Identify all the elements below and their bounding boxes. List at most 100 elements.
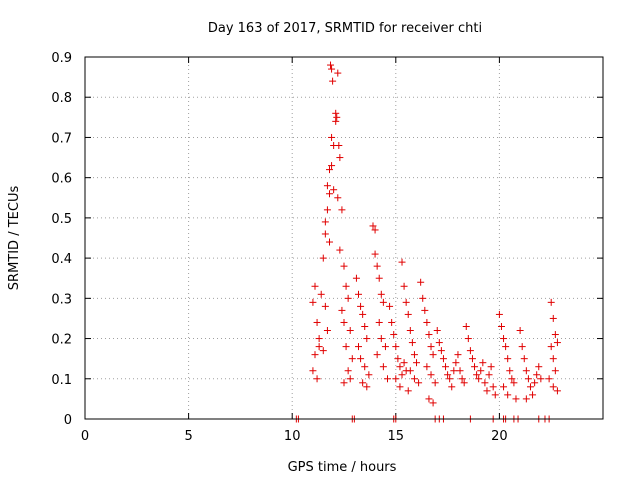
data-point [466, 347, 474, 355]
data-point [334, 69, 342, 77]
data-point [328, 133, 336, 141]
data-point [321, 218, 329, 226]
data-point [346, 327, 354, 335]
data-point [373, 351, 381, 359]
data-point [359, 310, 367, 318]
data-point [377, 290, 385, 298]
x-tick-label: 20 [491, 429, 508, 444]
data-point [363, 383, 371, 391]
data-point [423, 318, 431, 326]
y-tick-labels: 0 0.1 0.2 0.3 0.4 0.5 0.6 0.7 0.8 0.9 [51, 51, 72, 428]
data-point [456, 367, 464, 375]
plot-frame [84, 56, 604, 420]
data-point [481, 379, 489, 387]
data-point [340, 318, 348, 326]
data-point [321, 230, 329, 238]
data-point [325, 166, 333, 174]
data-point [524, 375, 532, 383]
data-point [392, 375, 400, 383]
y-tick-label: 0.1 [51, 373, 72, 388]
data-point [315, 335, 323, 343]
data-point [504, 391, 512, 399]
data-point [485, 371, 493, 379]
data-point [323, 327, 331, 335]
x-tick-label: 5 [184, 429, 192, 444]
data-point [410, 351, 418, 359]
data-point [330, 186, 338, 194]
data-point [379, 363, 387, 371]
data-point [410, 375, 418, 383]
data-point [338, 206, 346, 214]
data-point [336, 154, 344, 162]
data-point [444, 371, 452, 379]
data-point [392, 343, 400, 351]
data-point [344, 294, 352, 302]
data-point [332, 117, 340, 125]
data-point [404, 310, 412, 318]
data-point [313, 375, 321, 383]
data-point [377, 335, 385, 343]
data-point [328, 65, 336, 73]
data-point [325, 190, 333, 198]
data-point [553, 339, 561, 347]
x-axis-title: GPS time / hours [288, 460, 397, 475]
data-point [425, 395, 433, 403]
data-point [537, 375, 545, 383]
data-point [427, 371, 435, 379]
data-point [489, 383, 497, 391]
data-point [502, 343, 510, 351]
data-point [321, 302, 329, 310]
data-point [549, 355, 557, 363]
data-point [361, 322, 369, 330]
data-point [342, 343, 350, 351]
data-point [435, 339, 443, 347]
data-point [406, 367, 414, 375]
data-point [510, 379, 518, 387]
data-point [468, 355, 476, 363]
data-point [346, 375, 354, 383]
data-point [400, 359, 408, 367]
data-point [329, 77, 337, 85]
data-point [518, 343, 526, 351]
data-point [512, 395, 520, 403]
chart-title: Day 163 of 2017, SRMTID for receiver cht… [208, 21, 482, 36]
data-point [446, 375, 454, 383]
data-point [473, 371, 481, 379]
data-point [439, 355, 447, 363]
data-point [406, 327, 414, 335]
data-point [549, 383, 557, 391]
data-point [425, 331, 433, 339]
data-point [471, 363, 479, 371]
data-point [491, 391, 499, 399]
data-point [516, 327, 524, 335]
data-point [477, 367, 485, 375]
data-point [386, 302, 394, 310]
data-point [458, 375, 466, 383]
data-point [394, 355, 402, 363]
data-point [328, 162, 336, 170]
x-tick-label: 15 [388, 429, 405, 444]
data-point [340, 379, 348, 387]
data-point [400, 282, 408, 290]
data-point [352, 274, 360, 282]
y-tick-label: 0.9 [51, 51, 72, 66]
data-point [323, 182, 331, 190]
data-point [342, 282, 350, 290]
data-point [334, 194, 342, 202]
data-point [535, 363, 543, 371]
data-point [504, 355, 512, 363]
data-point [522, 367, 530, 375]
data-point [398, 258, 406, 266]
data-point [551, 367, 559, 375]
data-point [313, 318, 321, 326]
data-point [375, 318, 383, 326]
y-tick-label: 0.2 [51, 333, 72, 348]
data-point [311, 282, 319, 290]
data-point [419, 294, 427, 302]
y-tick-label: 0.7 [51, 131, 72, 146]
data-point [475, 375, 483, 383]
data-point [363, 335, 371, 343]
data-point [427, 343, 435, 351]
data-series [292, 61, 561, 423]
data-point [373, 262, 381, 270]
